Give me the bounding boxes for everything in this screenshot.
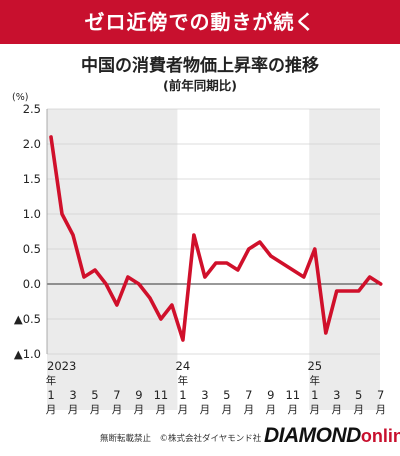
x-month-label: 9 — [135, 388, 142, 402]
x-year-suffix: 年 — [46, 374, 57, 387]
x-month-label: 7 — [377, 388, 384, 402]
brand-main: DIAMOND — [264, 424, 361, 447]
data-point — [82, 275, 86, 279]
year-shade-band — [47, 109, 178, 410]
x-year-suffix: 年 — [310, 374, 321, 387]
headline-banner: ゼロ近傍での動きが続く — [0, 0, 400, 44]
y-tick-label: ▲1.0 — [14, 347, 41, 361]
data-point — [137, 282, 141, 286]
data-point — [60, 212, 64, 216]
year-shade-band — [309, 109, 380, 410]
y-tick-label: 2.5 — [23, 102, 41, 116]
data-point — [104, 282, 108, 286]
x-month-label: 9 — [267, 388, 274, 402]
data-point — [93, 268, 97, 272]
data-point — [324, 331, 327, 335]
x-month-label: 3 — [69, 388, 76, 402]
x-month-label: 11 — [154, 388, 169, 402]
x-month-suffix: 月 — [375, 404, 386, 416]
data-point — [214, 261, 218, 265]
x-month-label: 5 — [355, 388, 362, 402]
x-month-suffix: 月 — [90, 404, 101, 416]
data-point — [269, 254, 273, 258]
data-point — [236, 268, 240, 272]
y-tick-label: 1.5 — [23, 172, 41, 186]
x-month-suffix: 月 — [178, 404, 189, 416]
data-point — [203, 275, 207, 279]
x-month-suffix: 月 — [353, 404, 364, 416]
data-point — [71, 233, 75, 237]
diamond-online-logo: DIAMONDonline — [264, 424, 400, 448]
data-point — [126, 275, 130, 279]
chart-subtitle: (前年同期比) — [163, 78, 237, 93]
x-month-suffix: 月 — [46, 404, 57, 416]
x-year-label: 2023 — [47, 359, 76, 373]
y-tick-label: 1.0 — [23, 207, 41, 221]
x-month-suffix: 月 — [266, 404, 277, 416]
x-month-suffix: 月 — [331, 404, 342, 416]
x-month-label: 1 — [47, 388, 54, 402]
unit-label: (%) — [12, 92, 28, 103]
data-point — [159, 317, 163, 321]
x-month-label: 5 — [91, 388, 98, 402]
copyright-note: 無断転載禁止 ©株式会社ダイヤモンド社 — [100, 434, 262, 444]
x-month-label: 11 — [285, 388, 300, 402]
x-month-suffix: 月 — [310, 404, 321, 416]
x-year-label: 24 — [176, 359, 191, 373]
data-point — [379, 282, 382, 286]
x-month-label: 7 — [245, 388, 252, 402]
data-point — [357, 289, 360, 293]
x-month-label: 1 — [311, 388, 318, 402]
data-point — [49, 135, 53, 139]
x-month-suffix: 月 — [134, 404, 145, 416]
data-point — [192, 233, 196, 237]
data-point — [302, 275, 305, 279]
x-month-label: 3 — [333, 388, 340, 402]
data-point — [148, 296, 152, 300]
data-point — [291, 268, 294, 272]
x-year-suffix: 年 — [178, 374, 189, 387]
data-point — [346, 289, 349, 293]
x-month-suffix: 月 — [200, 404, 211, 416]
y-tick-label: ▲0.5 — [14, 312, 41, 326]
x-year-label: 25 — [307, 359, 322, 373]
data-point — [368, 275, 371, 279]
x-month-label: 3 — [201, 388, 208, 402]
x-month-suffix: 月 — [112, 404, 123, 416]
x-month-suffix: 月 — [288, 404, 299, 416]
data-point — [313, 247, 316, 251]
y-tick-label: 2.0 — [23, 137, 41, 151]
data-point — [170, 303, 174, 307]
y-tick-label: 0.5 — [23, 242, 41, 256]
brand-sub: online — [360, 426, 400, 446]
data-point — [181, 338, 185, 342]
data-point — [258, 240, 262, 244]
y-tick-label: 0.0 — [23, 277, 41, 291]
x-month-label: 7 — [113, 388, 120, 402]
x-month-suffix: 月 — [156, 404, 167, 416]
x-month-suffix: 月 — [68, 404, 79, 416]
data-point — [247, 247, 251, 251]
x-month-label: 5 — [223, 388, 230, 402]
x-month-suffix: 月 — [244, 404, 255, 416]
x-month-suffix: 月 — [222, 404, 233, 416]
data-point — [115, 303, 119, 307]
data-point — [280, 261, 283, 265]
data-point — [225, 261, 229, 265]
data-point — [335, 289, 338, 293]
chart-title: 中国の消費者物価上昇率の推移 — [81, 56, 319, 76]
x-month-label: 1 — [179, 388, 186, 402]
